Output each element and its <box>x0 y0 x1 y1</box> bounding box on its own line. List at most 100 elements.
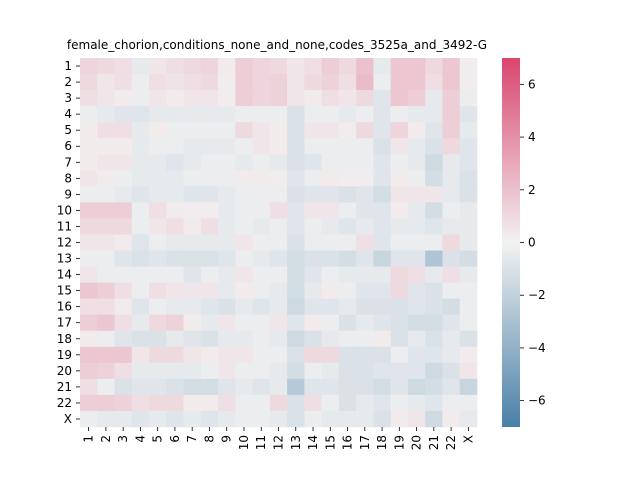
heatmap-cell <box>200 58 219 75</box>
heatmap-cell <box>97 250 115 267</box>
heatmap-cell <box>373 138 391 155</box>
y-tick-label: 7 <box>64 155 72 169</box>
heatmap-cell <box>200 138 219 155</box>
heatmap-cell <box>149 282 167 299</box>
heatmap-cell <box>131 122 150 139</box>
heatmap-cell <box>80 170 98 187</box>
y-tick-label: 10 <box>57 203 72 217</box>
heatmap-cell <box>252 314 271 332</box>
heatmap-cell <box>304 122 322 139</box>
heatmap-cell <box>218 202 236 219</box>
heatmap-cell <box>200 106 219 123</box>
heatmap-cell <box>131 138 150 155</box>
heatmap-cell <box>131 218 150 235</box>
heatmap-cell <box>252 74 271 91</box>
y-tick-label: 15 <box>57 284 72 298</box>
heatmap-cell <box>114 122 133 139</box>
heatmap-cell <box>235 346 253 364</box>
heatmap-cell <box>304 266 322 283</box>
heatmap-cell <box>338 394 357 412</box>
heatmap-cell <box>321 362 340 380</box>
x-tick-label: X <box>461 435 475 443</box>
heatmap-cell <box>252 346 271 364</box>
heatmap-cell <box>235 266 253 283</box>
heatmap-cell <box>149 394 167 412</box>
heatmap-cell <box>235 106 253 123</box>
heatmap-cell <box>407 346 426 364</box>
heatmap-cell <box>97 106 115 123</box>
heatmap-cell <box>459 314 478 332</box>
heatmap-cell <box>131 170 150 187</box>
heatmap-cell <box>252 250 271 267</box>
heatmap-cell <box>304 378 322 396</box>
heatmap-cell <box>425 346 443 364</box>
heatmap-cell <box>390 154 409 171</box>
heatmap-cell <box>97 346 115 364</box>
heatmap-cell <box>149 410 167 428</box>
heatmap-cell <box>442 202 461 219</box>
heatmap-cell <box>114 362 133 380</box>
heatmap-cell <box>200 282 219 299</box>
heatmap-cell <box>218 58 236 75</box>
x-tick-label: 15 <box>323 435 337 450</box>
heatmap-cell <box>200 378 219 396</box>
heatmap-cell <box>218 346 236 364</box>
heatmap-cell <box>442 74 461 91</box>
heatmap-cell <box>407 394 426 412</box>
heatmap-cell <box>80 90 98 107</box>
heatmap-cell <box>338 266 357 283</box>
colorbar-tick-label: −6 <box>528 394 546 408</box>
heatmap-cell <box>425 106 443 123</box>
x-tick-label: 21 <box>427 435 441 450</box>
heatmap-cell <box>149 202 167 219</box>
heatmap-cell <box>304 218 322 235</box>
heatmap-cell <box>80 378 98 396</box>
heatmap-cell <box>356 154 374 171</box>
y-tick-label: 18 <box>57 332 72 346</box>
heatmap-cell <box>183 218 202 235</box>
heatmap-cell <box>442 154 461 171</box>
heatmap-cell <box>131 394 150 412</box>
heatmap-cell <box>321 250 340 267</box>
y-tick-label: 3 <box>64 91 72 105</box>
heatmap-cell <box>269 298 288 315</box>
x-tick-label: 2 <box>99 435 113 443</box>
heatmap-cell <box>166 234 184 251</box>
y-tick-label: 17 <box>57 316 72 330</box>
heatmap-cell <box>407 186 426 203</box>
heatmap-cell <box>425 250 443 267</box>
heatmap-cell <box>304 410 322 428</box>
heatmap-cell <box>166 250 184 267</box>
heatmap-cell <box>252 186 271 203</box>
heatmap-cell <box>356 234 374 251</box>
heatmap-cell <box>373 298 391 315</box>
heatmap-cell <box>356 314 374 332</box>
heatmap-cell <box>407 314 426 332</box>
colorbar-tick-label: 0 <box>528 236 536 250</box>
heatmap-cell <box>287 298 305 315</box>
heatmap-cell <box>407 106 426 123</box>
heatmap-cell <box>166 346 184 364</box>
heatmap-cell <box>97 410 115 428</box>
heatmap-cell <box>235 186 253 203</box>
heatmap-cell <box>459 410 478 428</box>
heatmap-cell <box>218 218 236 235</box>
heatmap-cell <box>149 298 167 315</box>
heatmap-cell <box>459 74 478 91</box>
heatmap-cell <box>356 58 374 75</box>
heatmap-cell <box>373 410 391 428</box>
heatmap-cell <box>287 330 305 348</box>
heatmap-cell <box>442 58 461 75</box>
heatmap-cell <box>459 266 478 283</box>
heatmap-cell <box>373 266 391 283</box>
heatmap-cell <box>235 298 253 315</box>
heatmap-cell <box>356 138 374 155</box>
heatmap-cell <box>321 106 340 123</box>
heatmap-cell <box>373 378 391 396</box>
heatmap-cell <box>252 170 271 187</box>
heatmap-cell <box>166 186 184 203</box>
heatmap-cell <box>442 138 461 155</box>
heatmap-cell <box>459 346 478 364</box>
colorbar <box>502 58 520 427</box>
